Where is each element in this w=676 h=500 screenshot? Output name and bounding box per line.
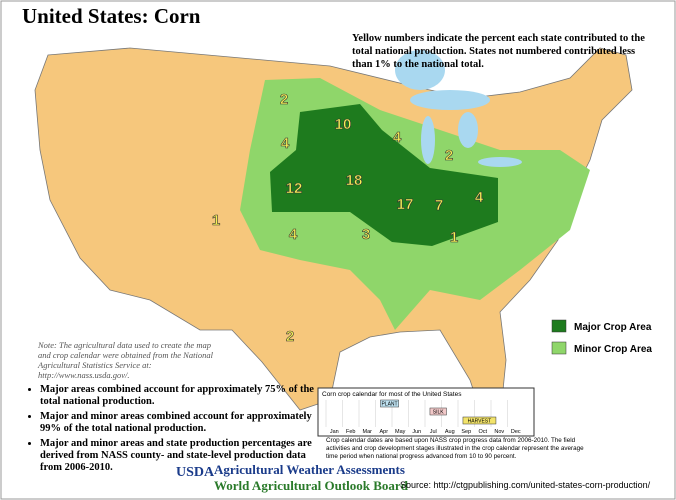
state-percentage: 1: [212, 212, 220, 229]
month-label: Jul: [430, 429, 437, 435]
footer-line: World Agricultural Outlook Board: [214, 478, 408, 493]
lake: [458, 112, 478, 148]
footer-line: Agricultural Weather Assessments: [214, 462, 405, 477]
agency: USDA: [176, 465, 215, 480]
month-label: Jan: [330, 429, 339, 435]
stage-label: HARVEST: [468, 419, 492, 425]
stage-bar: [462, 416, 497, 425]
state-percentage: 2: [445, 147, 453, 164]
state-percentage: 10: [335, 116, 352, 133]
state-percentage: 3: [362, 226, 370, 243]
bullet: Major and minor areas and state producti…: [40, 438, 330, 474]
bullets: Major areas combined account for approxi…: [22, 384, 330, 477]
stage-label: SILK: [433, 410, 445, 416]
lake: [478, 157, 522, 167]
lake: [395, 50, 445, 90]
state-percentage: 4: [393, 129, 402, 146]
state-percentage: 4: [281, 135, 290, 152]
month-label: Mar: [363, 429, 373, 435]
state-percentage: 18: [346, 172, 363, 189]
source: Source: http://ctgpublishing.com/united-…: [400, 480, 651, 490]
legend-swatch: [551, 341, 567, 355]
month-label: Nov: [494, 429, 504, 435]
major-crop-area: [270, 104, 498, 246]
state-percentage: 17: [397, 196, 414, 213]
lake: [421, 116, 435, 164]
state-percentage: 2: [286, 328, 294, 345]
month-label: Jun: [412, 429, 421, 435]
month-label: Apr: [379, 429, 388, 435]
calendar-title: Corn crop calendar for most of the Unite…: [322, 391, 462, 398]
month-label: May: [395, 429, 406, 435]
state-percentage: 1: [450, 229, 458, 246]
stage-bar: [380, 399, 399, 408]
calendar-box: [317, 387, 535, 437]
legend-label: Major Crop Area: [574, 322, 652, 333]
legend-label: Minor Crop Area: [574, 344, 652, 355]
calendar-caption: Crop calendar dates are based upon NASS …: [326, 437, 584, 460]
month-label: Oct: [478, 429, 487, 435]
bullet: Major areas combined account for approxi…: [40, 384, 330, 408]
lake: [410, 90, 490, 110]
title: United States: Corn: [22, 4, 201, 28]
state-percentage: 2: [280, 91, 288, 108]
month-label: Aug: [445, 429, 455, 435]
state-percentage: 7: [435, 197, 443, 214]
bullet: Major and minor areas combined account f…: [40, 411, 330, 435]
legend-swatch: [551, 319, 567, 333]
month-label: Sep: [461, 429, 471, 435]
state-percentage: 4: [289, 226, 298, 243]
stage-bar: [429, 407, 447, 416]
description: Yellow numbers indicate the percent each…: [352, 33, 645, 70]
month-label: Dec: [511, 429, 521, 435]
month-label: Feb: [346, 429, 355, 435]
note: Note: The agricultural data used to crea…: [38, 340, 213, 380]
state-percentage: 4: [475, 189, 484, 206]
stage-label: PLANT: [381, 402, 397, 408]
state-percentage: 12: [286, 180, 303, 197]
